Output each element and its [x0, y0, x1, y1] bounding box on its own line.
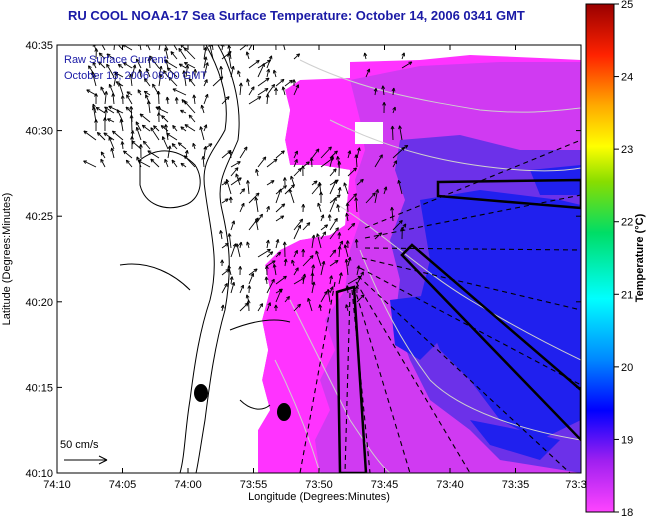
x-tick-label: 73:45 [371, 479, 399, 491]
inset-line2: October 13, 2006 08:00 GMT [64, 70, 207, 82]
sampling-boxes [335, 178, 581, 473]
colorbar-tick-label: 24 [621, 72, 633, 84]
colorbar-label: Temperature (°C) [634, 213, 646, 302]
colorbar-tick-label: 19 [621, 434, 633, 446]
x-tick-label: 73:35 [502, 479, 530, 491]
y-tick-label: 40:30 [25, 126, 53, 138]
x-tick-label: 73:50 [305, 479, 333, 491]
x-tick-label: 74:10 [43, 479, 71, 491]
y-tick-label: 40:25 [25, 211, 53, 223]
x-tick-label: 74:05 [109, 479, 137, 491]
y-axis-label: Latitude (Degrees:Minutes) [1, 193, 13, 326]
colorbar-tick-label: 20 [621, 362, 633, 374]
colorbar-tick-label: 22 [621, 217, 633, 229]
colorbar-tick-label: 21 [621, 289, 633, 301]
scale-arrow [64, 455, 108, 465]
x-tick-label: 73:3 [565, 479, 586, 491]
transect-lines [299, 139, 581, 473]
buoy-marker [277, 403, 291, 421]
y-tick-label: 40:35 [25, 40, 53, 52]
x-tick-label: 73:40 [436, 479, 464, 491]
y-tick-label: 40:20 [25, 297, 53, 309]
colorbar-tick-label: 18 [621, 507, 633, 518]
x-axis-label: Longitude (Degrees:Minutes) [248, 491, 390, 503]
map-title: RU COOL NOAA-17 Sea Surface Temperature:… [68, 8, 525, 23]
current-vectors [83, 45, 413, 312]
colorbar-tick-label: 23 [621, 144, 633, 156]
y-tick-label: 40:15 [25, 382, 53, 394]
scale-label: 50 cm/s [60, 439, 99, 451]
y-tick-label: 40:10 [25, 468, 53, 480]
x-tick-label: 73:55 [240, 479, 268, 491]
inset-line1: Raw Surface Current [64, 54, 167, 66]
x-axis-ticks: 74:10 74:05 74:00 73:55 73:50 73:45 73:40 73:35… [43, 45, 587, 491]
y-axis-ticks: 40:35 40:30 40:25 40:20 40:15 40:10 [25, 40, 581, 480]
buoy-marker [194, 384, 208, 402]
colorbar-tick-label: 25 [621, 0, 633, 11]
colorbar-ticks: 25 24 23 22 21 20 19 18 [614, 0, 633, 518]
colorbar [585, 3, 615, 513]
sst-field [57, 45, 581, 473]
x-tick-label: 74:00 [174, 479, 202, 491]
